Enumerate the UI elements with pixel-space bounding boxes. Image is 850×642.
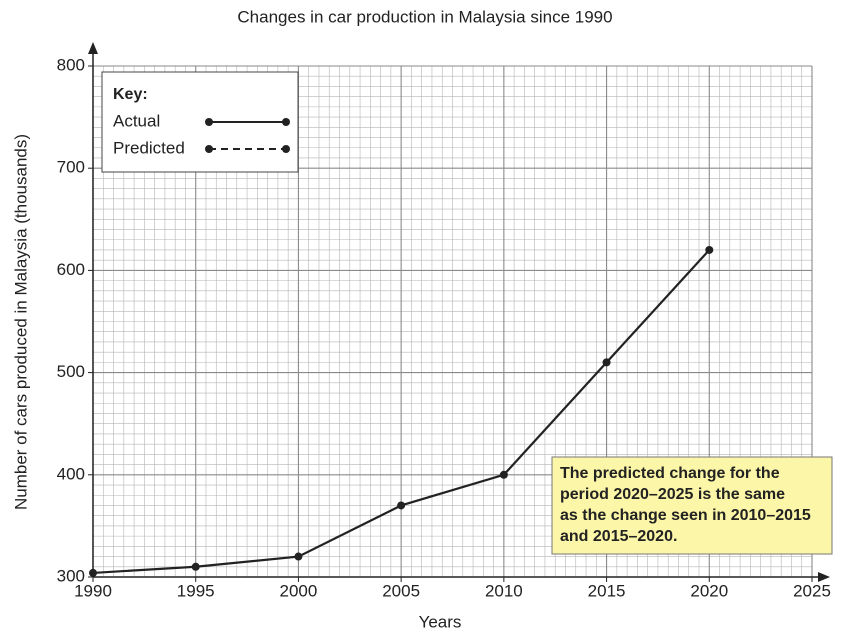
legend-dot [282,145,290,153]
legend-dot [282,118,290,126]
y-axis-arrow [88,42,98,54]
annotation-text: period 2020–2025 is the same [560,486,785,503]
annotation-text: The predicted change for the [560,465,780,482]
x-tick-label: 1990 [74,581,112,600]
x-tick-label: 2010 [485,581,523,600]
point [705,245,714,254]
x-tick-label: 1995 [177,581,215,600]
y-tick-label: 600 [57,260,85,279]
y-tick-label: 400 [57,464,85,483]
annotation-text: as the change seen in 2010–2015 [560,507,811,524]
x-axis-label: Years [419,612,462,631]
x-tick-label: 2015 [588,581,626,600]
x-tick-label: 2020 [690,581,728,600]
annotation-text: and 2015–2020. [560,528,677,545]
y-tick-label: 800 [57,55,85,74]
y-axis-label: Number of cars produced in Malaysia (tho… [11,134,30,510]
legend-dot [205,118,213,126]
y-tick-label: 300 [57,566,85,585]
y-tick-label: 700 [57,158,85,177]
x-tick-label: 2005 [382,581,420,600]
y-tick-label: 500 [57,362,85,381]
chart-title: Changes in car production in Malaysia si… [237,7,612,26]
legend-label: Predicted [113,138,185,157]
x-tick-label: 2000 [280,581,318,600]
point [602,358,611,367]
legend-dot [205,145,213,153]
point [499,470,508,479]
annotation-box [551,456,833,555]
point [397,501,406,510]
point [191,562,200,571]
point [294,552,303,561]
x-axis-arrow [818,572,830,582]
legend-title: Key: [113,86,148,103]
legend-label: Actual [113,111,160,130]
x-tick-label: 2025 [793,581,831,600]
